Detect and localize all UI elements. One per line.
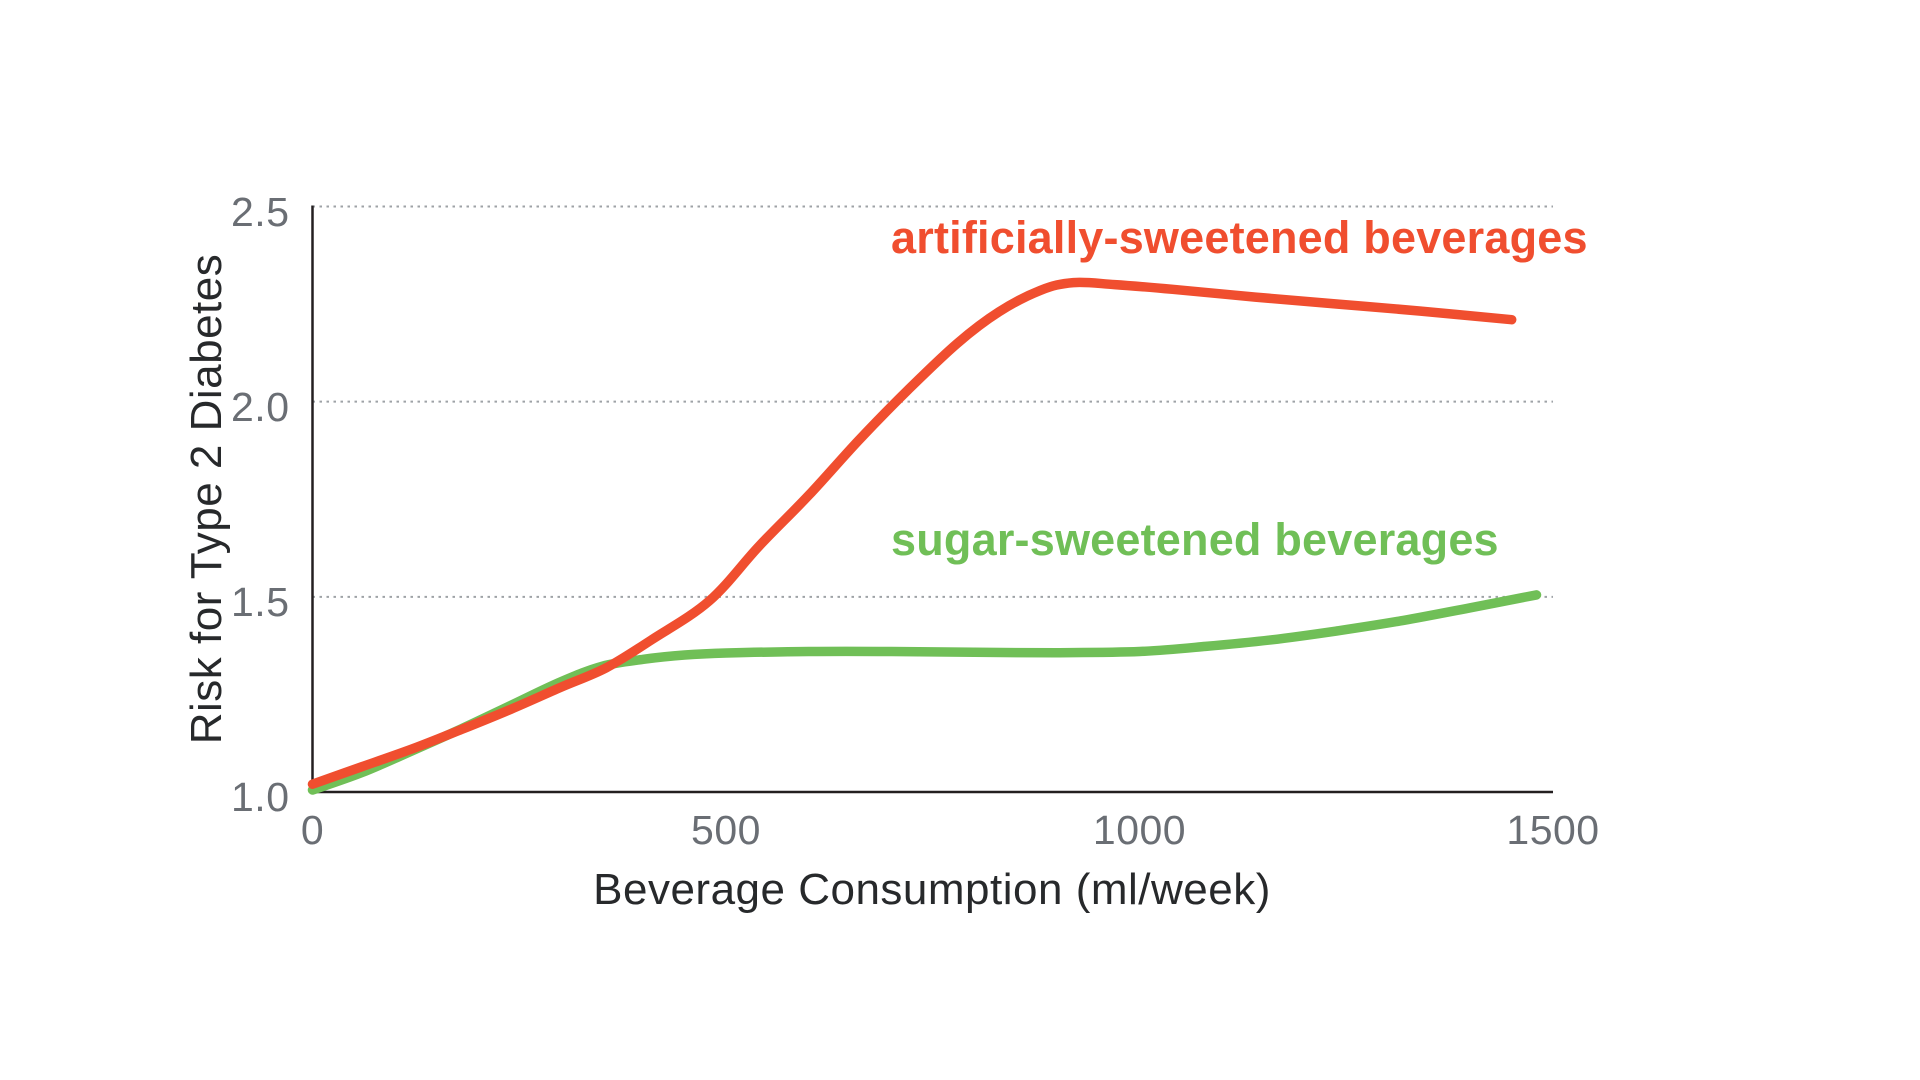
y-axis-title: Risk for Type 2 Diabetes (182, 253, 231, 745)
y-tick-label-2.0: 2.0 (231, 383, 290, 430)
series-label-artificially-sweetened: artificially-sweetened beverages (891, 212, 1588, 263)
x-tick-label-0: 0 (300, 807, 325, 853)
series-line-artificially-sweetened (307, 277, 1517, 789)
y-tick-label-2.5: 2.5 (231, 188, 290, 235)
x-tick-label-500: 500 (691, 807, 761, 853)
series-label-sugar-sweetened: sugar-sweetened beverages (891, 514, 1499, 565)
y-tick-label-1.5: 1.5 (231, 578, 290, 625)
x-tick-label-1500: 1500 (1506, 807, 1600, 853)
x-axis-title: Beverage Consumption (ml/week) (593, 865, 1271, 914)
x-tick-label-1000: 1000 (1092, 807, 1187, 853)
y-tick-label-1.0: 1.0 (231, 774, 290, 820)
series-line-sugar-sweetened (307, 590, 1542, 795)
